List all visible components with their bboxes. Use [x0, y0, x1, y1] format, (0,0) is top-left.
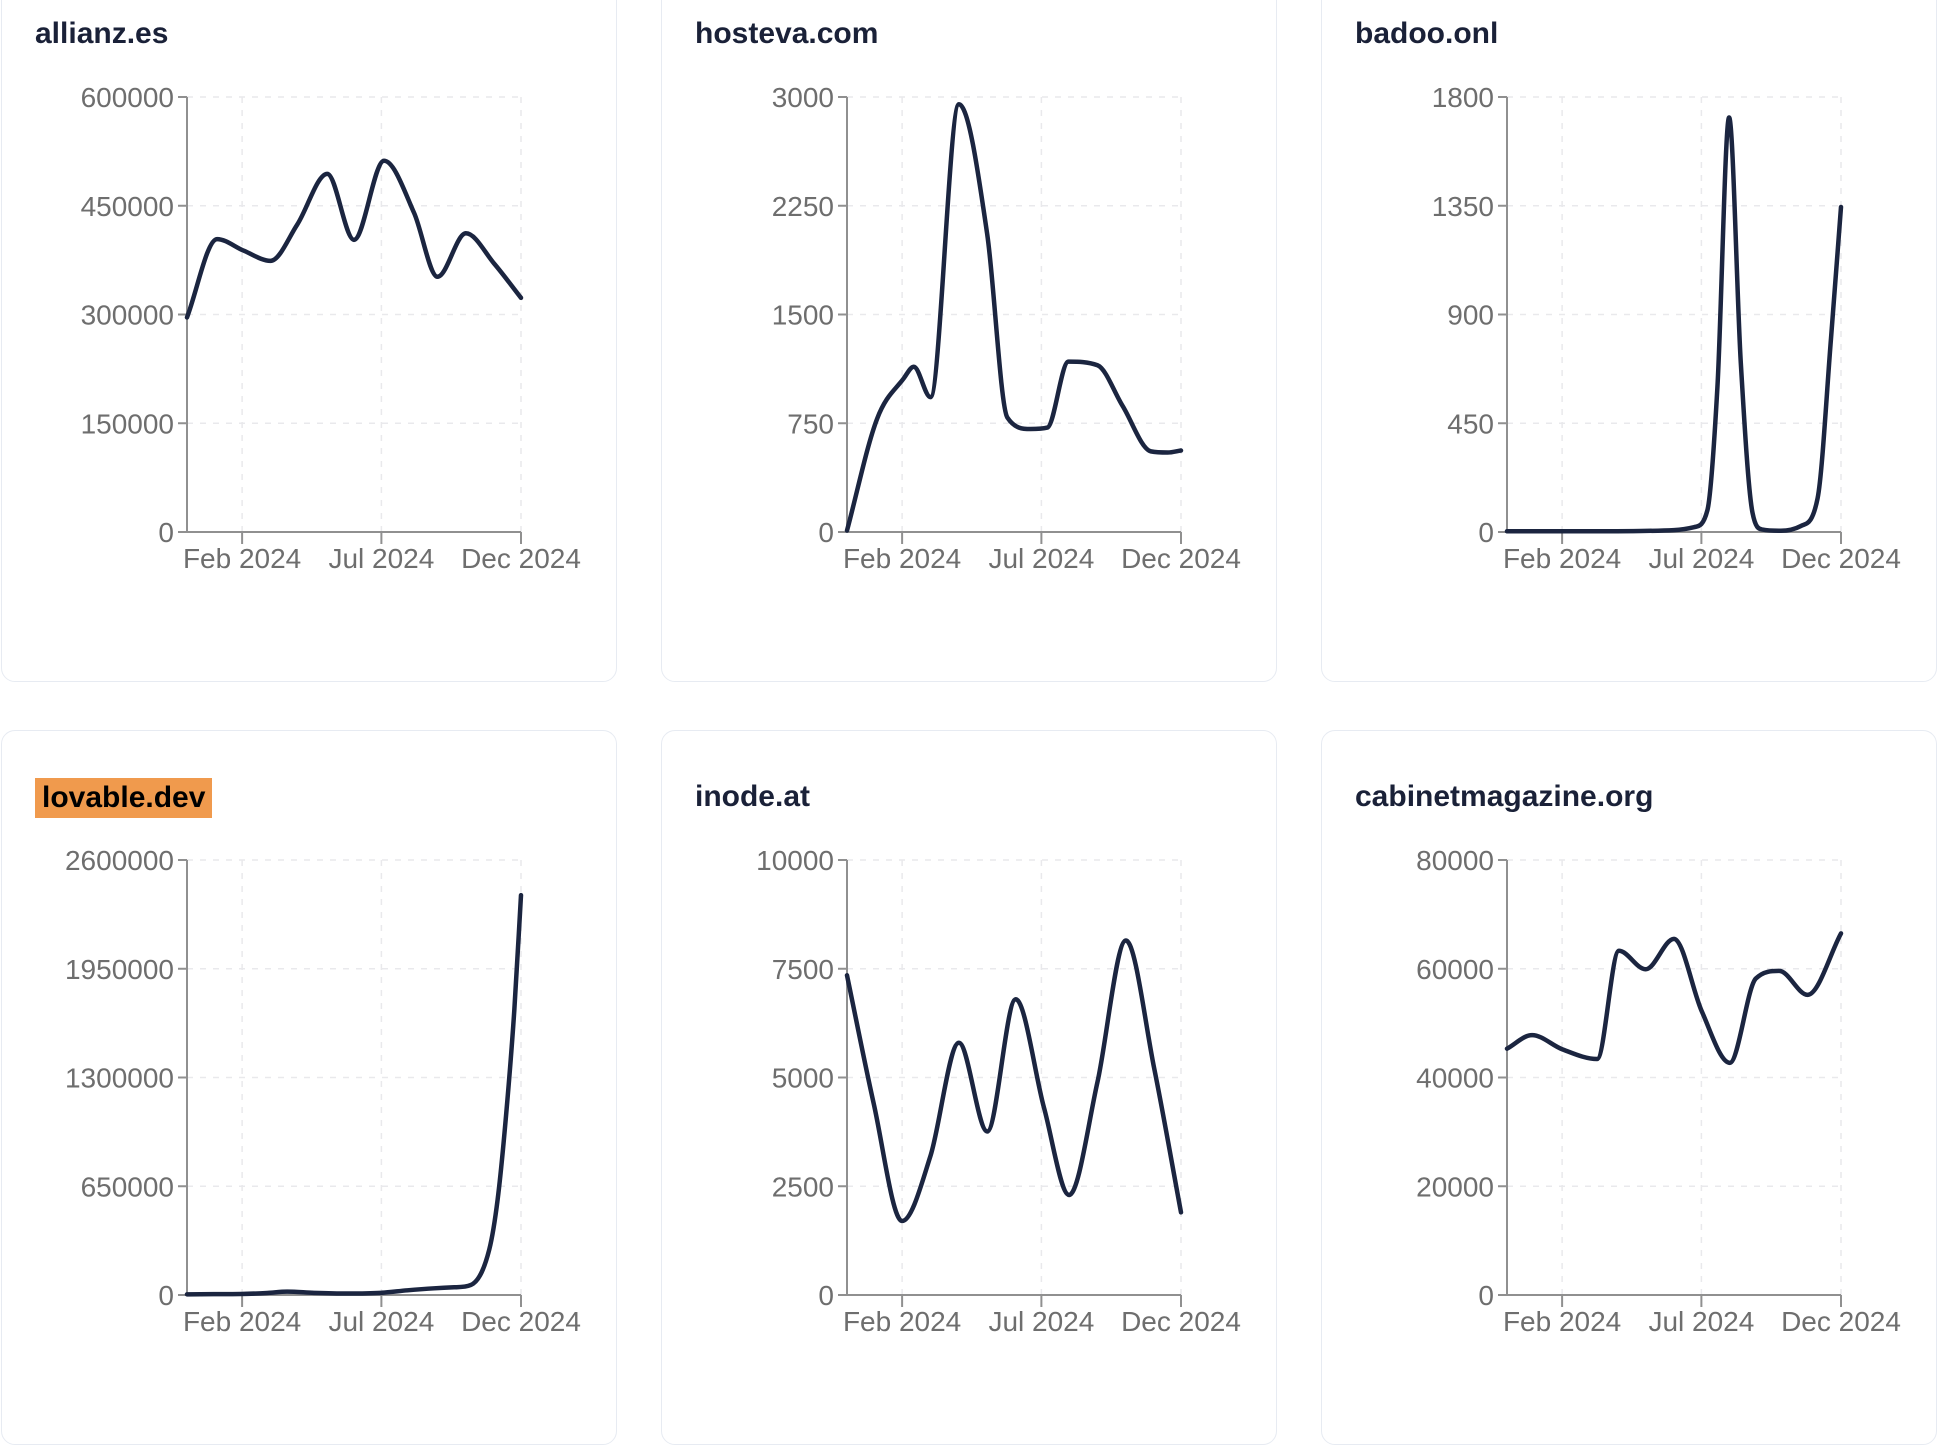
svg-text:Jul 2024: Jul 2024 [988, 1306, 1094, 1337]
svg-text:80000: 80000 [1416, 845, 1494, 876]
svg-text:Dec 2024: Dec 2024 [1121, 543, 1241, 574]
chart-title: cabinetmagazine.org [1355, 778, 1653, 816]
svg-text:60000: 60000 [1416, 954, 1494, 985]
svg-text:1950000: 1950000 [65, 954, 174, 985]
line-chart-canvas: 0 150000 300000 450000 600000 Feb 2024 Jul 202… [81, 82, 581, 574]
chart-title: allianz.es [35, 15, 168, 53]
svg-text:20000: 20000 [1416, 1171, 1494, 1202]
svg-text:150000: 150000 [81, 408, 174, 439]
svg-text:450: 450 [1447, 408, 1494, 439]
svg-text:650000: 650000 [81, 1171, 174, 1202]
svg-text:1300000: 1300000 [65, 1063, 174, 1094]
svg-text:2600000: 2600000 [65, 845, 174, 876]
svg-text:0: 0 [158, 1280, 174, 1311]
svg-text:Feb 2024: Feb 2024 [1503, 1306, 1621, 1337]
chart-title: hosteva.com [695, 15, 878, 53]
svg-text:Feb 2024: Feb 2024 [1503, 543, 1621, 574]
svg-text:0: 0 [818, 1280, 834, 1311]
chart-title: lovable.dev [35, 778, 213, 818]
svg-text:Jul 2024: Jul 2024 [988, 543, 1094, 574]
svg-text:0: 0 [158, 517, 174, 548]
svg-text:Dec 2024: Dec 2024 [1781, 1306, 1901, 1337]
svg-text:2250: 2250 [772, 191, 834, 222]
chart-card-badoo-onl[interactable]: badoo.onl 0 450 900 1350 1800 Feb 2024 Jul 202… [1321, 0, 1937, 682]
line-chart-canvas: 0 2500 5000 7500 10000 Feb 2024 Jul 2024 Dec 20… [756, 845, 1241, 1337]
domain-label: allianz.es [35, 17, 169, 50]
domain-label: cabinetmagazine.org [1355, 780, 1654, 813]
svg-text:Jul 2024: Jul 2024 [328, 1306, 434, 1337]
svg-text:Dec 2024: Dec 2024 [1781, 543, 1901, 574]
svg-text:600000: 600000 [81, 82, 174, 113]
svg-text:5000: 5000 [772, 1063, 834, 1094]
svg-text:Feb 2024: Feb 2024 [183, 1306, 301, 1337]
svg-text:0: 0 [1478, 1280, 1494, 1311]
svg-text:2500: 2500 [772, 1171, 834, 1202]
svg-text:900: 900 [1447, 300, 1494, 331]
chart-card-cabinetmagazine-org[interactable]: cabinetmagazine.org 0 20000 40000 60000 8000… [1321, 730, 1937, 1445]
svg-text:Jul 2024: Jul 2024 [328, 543, 434, 574]
svg-text:Dec 2024: Dec 2024 [1121, 1306, 1241, 1337]
svg-text:1500: 1500 [772, 300, 834, 331]
svg-text:Jul 2024: Jul 2024 [1648, 1306, 1754, 1337]
chart-card-allianz-es[interactable]: allianz.es 0 150000 300000 450000 600000 Feb … [1, 0, 617, 682]
line-chart-canvas: 0 450 900 1350 1800 Feb 2024 Jul 2024 Dec 2024 [1432, 82, 1901, 574]
chart-title: badoo.onl [1355, 15, 1498, 53]
svg-text:3000: 3000 [772, 82, 834, 113]
svg-text:Dec 2024: Dec 2024 [461, 543, 581, 574]
svg-text:7500: 7500 [772, 954, 834, 985]
line-chart-canvas: 0 750 1500 2250 3000 Feb 2024 Jul 2024 Dec 2024 [772, 82, 1241, 574]
svg-text:450000: 450000 [81, 191, 174, 222]
domain-label: badoo.onl [1355, 17, 1499, 50]
svg-text:1800: 1800 [1432, 82, 1494, 113]
svg-text:Feb 2024: Feb 2024 [843, 543, 961, 574]
svg-text:10000: 10000 [756, 845, 834, 876]
chart-card-hosteva-com[interactable]: hosteva.com 0 750 1500 2250 3000 Feb 2024 Jul … [661, 0, 1277, 682]
svg-text:750: 750 [787, 408, 834, 439]
svg-text:Dec 2024: Dec 2024 [461, 1306, 581, 1337]
svg-text:Feb 2024: Feb 2024 [843, 1306, 961, 1337]
svg-text:Jul 2024: Jul 2024 [1648, 543, 1754, 574]
svg-text:0: 0 [1478, 517, 1494, 548]
chart-title: inode.at [695, 778, 810, 816]
domain-label: inode.at [695, 780, 811, 813]
svg-text:Feb 2024: Feb 2024 [183, 543, 301, 574]
svg-text:0: 0 [818, 517, 834, 548]
svg-text:300000: 300000 [81, 300, 174, 331]
svg-text:40000: 40000 [1416, 1063, 1494, 1094]
domain-label-highlighted: lovable.dev [35, 778, 213, 818]
chart-card-inode-at[interactable]: inode.at 0 2500 5000 7500 10000 Feb 2024 Jul 2… [661, 730, 1277, 1445]
line-chart-canvas: 0 650000 1300000 1950000 2600000 Feb 2024 Jul … [65, 845, 581, 1337]
line-chart-canvas: 0 20000 40000 60000 80000 Feb 2024 Jul 2024 Dec… [1416, 845, 1901, 1337]
svg-text:1350: 1350 [1432, 191, 1494, 222]
chart-card-lovable-dev[interactable]: lovable.dev 0 650000 1300000 1950000 2600000… [1, 730, 617, 1445]
domain-label: hosteva.com [695, 17, 879, 50]
